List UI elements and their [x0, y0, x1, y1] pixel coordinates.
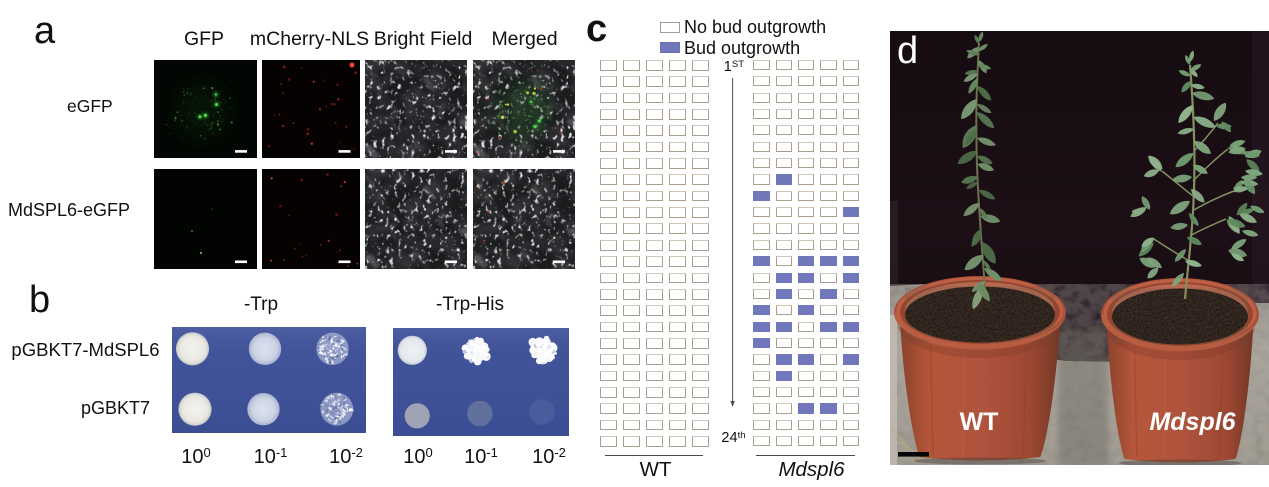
svg-text:Mdspl6: Mdspl6 [1149, 408, 1236, 436]
svg-text:WT: WT [960, 408, 999, 436]
svg-text:d: d [897, 31, 918, 72]
